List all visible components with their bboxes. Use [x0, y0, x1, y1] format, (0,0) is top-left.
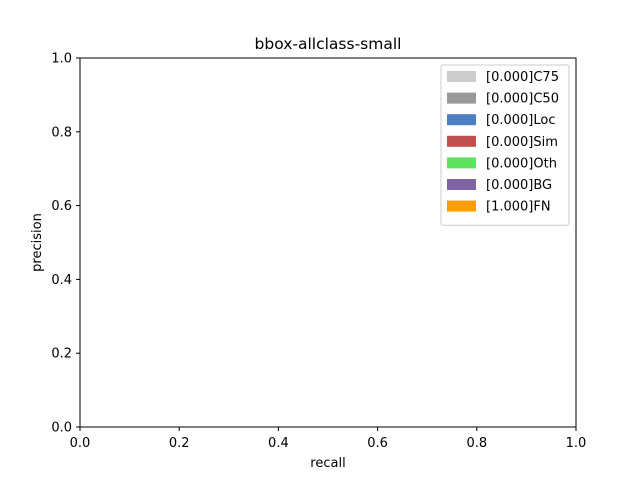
legend-entry: [0.000]C75 [486, 70, 559, 85]
x-tick-label: 0.8 [466, 436, 487, 451]
x-axis-ticks: 0.0 0.2 0.4 0.6 0.8 1.0 [70, 427, 587, 451]
legend: [0.000]C75 [0.000]C50 [0.000]Loc [0.000]Sim… [440, 64, 570, 226]
chart-title: bbox-allclass-small [255, 35, 402, 53]
legend-entry: [0.000]Loc [486, 113, 555, 128]
x-tick-label: 1.0 [566, 436, 587, 451]
axes-frame [79, 57, 577, 428]
y-tick-label: 0.6 [51, 199, 72, 214]
legend-entry: [1.000]FN [486, 200, 551, 215]
y-tick-label: 0.0 [51, 421, 72, 436]
y-tick-label: 0.8 [51, 125, 72, 140]
y-tick-label: 0.4 [51, 273, 72, 288]
x-tick-label: 0.0 [70, 436, 91, 451]
legend-swatch [447, 71, 476, 82]
x-tick-label: 0.4 [268, 436, 289, 451]
legend-swatch [447, 135, 476, 147]
legend-swatch [447, 179, 476, 190]
y-tick-label: 0.2 [51, 347, 72, 362]
y-axis-label: precision [30, 213, 45, 272]
legend-entry: [0.000]BG [486, 178, 552, 193]
legend-swatch [447, 92, 476, 104]
y-axis-ticks: 0.0 0.2 0.4 0.6 0.8 1.0 [51, 52, 80, 436]
x-tick-label: 0.2 [169, 436, 190, 451]
legend-swatch [447, 200, 476, 212]
legend-swatch [447, 157, 476, 169]
legend-entry: [0.000]C50 [486, 92, 559, 107]
x-tick-label: 0.6 [367, 436, 388, 451]
legend-entry: [0.000]Sim [486, 135, 558, 150]
legend-entry: [0.000]Oth [486, 156, 557, 171]
legend-swatch [447, 114, 476, 126]
y-tick-label: 1.0 [51, 52, 72, 67]
x-axis-label: recall [310, 456, 345, 471]
